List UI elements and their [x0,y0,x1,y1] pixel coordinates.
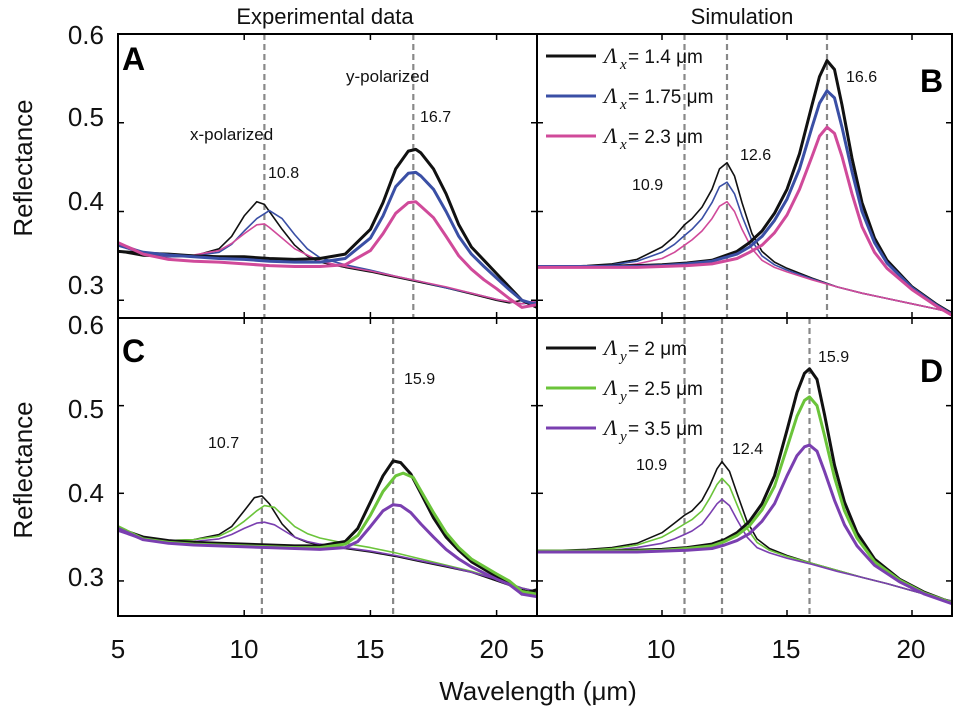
legend-b-sub-3: x [619,137,627,153]
column-title-experimental: Experimental data [236,4,414,29]
peak-label-d3: 15.9 [818,349,849,366]
x-tick-label: 5 [111,634,125,664]
series-line [118,170,537,307]
x-tick-label: 5 [530,634,544,664]
series-line [537,477,952,602]
y-tick-label: 0.5 [68,394,104,424]
legend-d-symbol-1: Λ [602,335,618,360]
x-polarized-label: x-polarized [190,125,273,144]
legend-b-symbol-2: Λ [602,83,618,108]
legend-b-label-1: = 1.4 μm [628,47,703,68]
plot-frame [536,33,953,319]
legend-b-sub-1: x [619,57,627,73]
peak-label-a2: 16.7 [420,109,451,126]
legend-d-sub-1: y [618,349,627,365]
y-tick-label: 0.4 [68,186,104,216]
y-tick-label: 0.5 [68,102,104,132]
series-line [537,443,952,606]
legend-d-label-2: = 2.5 μm [628,379,703,400]
legend-b-label-3: = 2.3 μm [628,127,703,148]
y-tick-label: 0.6 [68,20,104,50]
plot-frame [536,317,953,617]
legend-d-sub-2: y [618,389,627,405]
x-tick-label: 15 [772,634,801,664]
series-line [118,459,537,596]
legend-d-symbol-3: Λ [602,415,618,440]
x-tick-label: 10 [230,634,259,664]
legend-b-label-2: = 1.75 μm [628,87,713,108]
legend-b-symbol-1: Λ [602,43,618,68]
series-line [118,200,537,309]
x-tick-label: 15 [356,634,385,664]
series-line [118,521,537,593]
panel-letter-c: C [122,333,145,369]
series-line [537,498,952,602]
y-tick-label: 0.3 [68,562,104,592]
legend-d: Λ y = 2 μm Λ y = 2.5 μm Λ y = 3.5 μm [546,335,703,445]
y-tick-label: 0.3 [68,270,104,300]
y-polarized-label: y-polarized [346,67,429,86]
x-tick-label: 10 [647,634,676,664]
panel-letter-b: B [920,63,943,99]
plot-frame [117,33,538,319]
peak-label-b3: 16.6 [846,69,877,86]
peak-label-c2: 15.9 [404,371,435,388]
panel-letter-a: A [122,41,145,77]
peak-label-a1: 10.8 [268,165,299,182]
peak-label-c1: 10.7 [208,435,239,452]
series-line [118,223,537,305]
x-tick-label: 20 [480,634,509,664]
y-tick-label: 0.4 [68,478,104,508]
panel-b [536,33,953,319]
peak-label-b1: 10.9 [632,177,663,194]
series-line [118,504,537,593]
panel-letter-d: D [920,353,943,389]
legend-b-symbol-3: Λ [602,123,618,148]
y-tick-label: 0.6 [68,310,104,340]
legend-d-label-3: = 3.5 μm [628,419,703,440]
peak-label-b2: 12.6 [740,147,771,164]
x-axis-title: Wavelength (μm) [439,676,637,706]
legend-d-sub-3: y [618,429,627,445]
y-axis-title-bottom: Reflectance [8,401,38,538]
series-line [118,147,537,309]
panel-d [536,317,953,617]
panels [117,33,953,617]
series-line [537,59,952,316]
y-axis-title-top: Reflectance [8,99,38,236]
series-line [537,125,952,317]
legend-b: Λ x = 1.4 μm Λ x = 1.75 μm Λ x = 2.3 μm [546,43,713,153]
series-line [537,367,952,605]
panel-a [117,33,538,319]
peak-label-d2: 12.4 [732,441,763,458]
legend-b-sub-2: x [619,97,627,113]
column-title-simulation: Simulation [691,4,794,29]
series-line [537,395,952,605]
x-tick-label: 20 [897,634,926,664]
legend-d-label-1: = 2 μm [628,339,687,360]
series-line [118,200,537,306]
series-line [537,89,952,316]
series-line [118,503,537,599]
legend-d-symbol-2: Λ [602,375,618,400]
panel-c [117,317,538,617]
series-line [537,161,952,314]
series-line [118,471,537,596]
series-line [537,200,952,314]
plot-frame [117,317,538,617]
peak-label-d1: 10.9 [636,457,667,474]
